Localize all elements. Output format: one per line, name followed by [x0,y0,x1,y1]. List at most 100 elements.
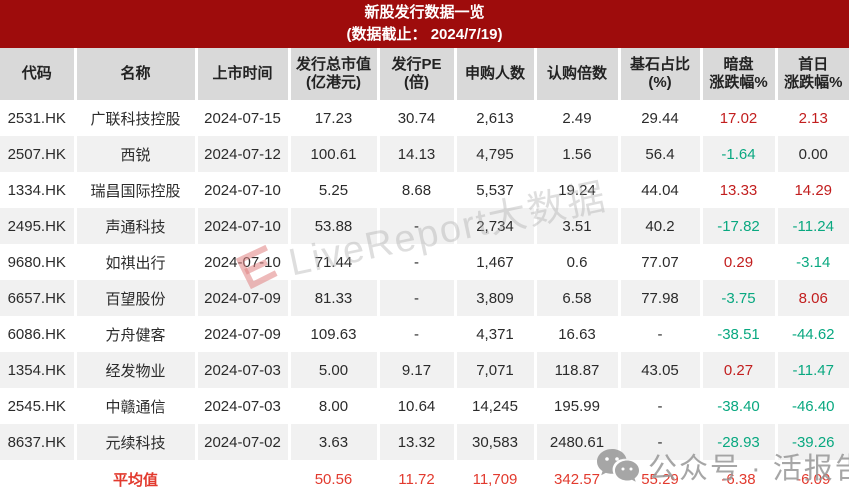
cell-name: 声通科技 [73,208,196,244]
cell-day1: 2.13 [774,100,849,136]
cell-multiple: 195.99 [533,388,619,424]
cell-cornerstone: - [617,316,701,352]
cell-cornerstone: - [617,424,701,460]
average-row: 平均值 50.56 11.72 11,709 342.57 55.29 -6.38 -6.09 [0,460,849,498]
cell-pe: 13.32 [376,424,455,460]
cell-name: 如祺出行 [73,244,196,280]
cell-mktcap: 53.88 [287,208,378,244]
cell-date: 2024-07-09 [194,280,289,316]
column-header-day1: 首日 涨跌幅% [774,48,849,100]
average-mktcap: 50.56 [287,460,378,498]
average-label: 平均值 [73,460,196,498]
cell-pe: 10.64 [376,388,455,424]
cell-subscribers: 7,071 [453,352,535,388]
cell-subscribers: 2,734 [453,208,535,244]
report-title-bar: 新股发行数据一览 (数据截止： 2024/7/19) [0,0,849,48]
cell-pe: - [376,280,455,316]
cell-subscribers: 5,537 [453,172,535,208]
cell-cornerstone: 77.98 [617,280,701,316]
cell-cornerstone: 40.2 [617,208,701,244]
table-row: 6086.HK 方舟健客 2024-07-09 109.63-4,371 16.63- -… [0,316,849,352]
column-header-name: 名称 [73,48,196,100]
cell-mktcap: 8.00 [287,388,378,424]
cell-pe: - [376,316,455,352]
cell-subscribers: 14,245 [453,388,535,424]
cell-mktcap: 71.44 [287,244,378,280]
cell-date: 2024-07-03 [194,352,289,388]
cell-code: 2495.HK [0,208,75,244]
table-row: 2507.HK 西锐 2024-07-12 100.61 14.13 4,795 1.56 5… [0,136,849,172]
cell-mktcap: 81.33 [287,280,378,316]
cell-date: 2024-07-10 [194,172,289,208]
cell-code: 1354.HK [0,352,75,388]
cell-pe: 14.13 [376,136,455,172]
cell-date: 2024-07-10 [194,208,289,244]
cell-code: 2545.HK [0,388,75,424]
table-row: 9680.HK 如祺出行 2024-07-10 71.44-1,467 0.6 77.07… [0,244,849,280]
cell-multiple: 2.49 [533,100,619,136]
cell-code: 6657.HK [0,280,75,316]
table-row: 1354.HK 经发物业 2024-07-03 5.00 9.17 7,071 118.87… [0,352,849,388]
column-header-date: 上市时间 [194,48,289,100]
average-date [194,460,289,498]
cell-subscribers: 30,583 [453,424,535,460]
cell-day1: 14.29 [774,172,849,208]
cell-mktcap: 5.00 [287,352,378,388]
cell-name: 元续科技 [73,424,196,460]
cell-name: 中赣通信 [73,388,196,424]
cell-name: 瑞昌国际控股 [73,172,196,208]
average-code [0,460,75,498]
cell-pe: 30.74 [376,100,455,136]
cell-multiple: 2480.61 [533,424,619,460]
cell-subscribers: 4,371 [453,316,535,352]
report-title: 新股发行数据一览 [364,4,485,22]
cell-name: 广联科技控股 [73,100,196,136]
cell-multiple: 3.51 [533,208,619,244]
column-header-multiple: 认购倍数 [533,48,619,100]
cell-date: 2024-07-02 [194,424,289,460]
cell-multiple: 16.63 [533,316,619,352]
cell-dark: -3.75 [699,280,776,316]
cell-multiple: 6.58 [533,280,619,316]
cell-code: 6086.HK [0,316,75,352]
cell-name: 方舟健客 [73,316,196,352]
average-pe: 11.72 [376,460,455,498]
cell-day1: -11.24 [774,208,849,244]
column-header-code: 代码 [0,48,75,100]
cell-code: 8637.HK [0,424,75,460]
column-header-dark: 暗盘 涨跌幅% [699,48,776,100]
cell-day1: 0.00 [774,136,849,172]
cell-code: 9680.HK [0,244,75,280]
average-multiple: 342.57 [533,460,619,498]
cell-subscribers: 3,809 [453,280,535,316]
cell-pe: - [376,244,455,280]
cell-dark: 13.33 [699,172,776,208]
cell-mktcap: 109.63 [287,316,378,352]
column-header-cornerstone: 基石占比 (%) [617,48,701,100]
header-row: 代码 名称 上市时间 发行总市值 (亿港元) 发行PE (倍) 申购人数 认购倍数 基石占比 (%)… [0,48,849,100]
column-header-subscribers: 申购人数 [453,48,535,100]
table-row: 1334.HK 瑞昌国际控股 2024-07-10 5.25 8.68 5,537 19.2… [0,172,849,208]
cell-day1: -3.14 [774,244,849,280]
cell-date: 2024-07-03 [194,388,289,424]
table-row: 2545.HK 中赣通信 2024-07-03 8.00 10.64 14,245 195.… [0,388,849,424]
cell-subscribers: 4,795 [453,136,535,172]
cell-code: 2507.HK [0,136,75,172]
cell-dark: 0.29 [699,244,776,280]
cell-day1: -39.26 [774,424,849,460]
cell-mktcap: 3.63 [287,424,378,460]
cell-day1: -44.62 [774,316,849,352]
average-subscribers: 11,709 [453,460,535,498]
cell-name: 百望股份 [73,280,196,316]
cell-multiple: 1.56 [533,136,619,172]
cell-name: 西锐 [73,136,196,172]
cell-cornerstone: - [617,388,701,424]
table-row: 2531.HK 广联科技控股 2024-07-15 17.23 30.74 2,613 2.… [0,100,849,136]
cell-code: 2531.HK [0,100,75,136]
cell-dark: -1.64 [699,136,776,172]
cell-cornerstone: 29.44 [617,100,701,136]
cell-name: 经发物业 [73,352,196,388]
cell-subscribers: 2,613 [453,100,535,136]
cell-subscribers: 1,467 [453,244,535,280]
